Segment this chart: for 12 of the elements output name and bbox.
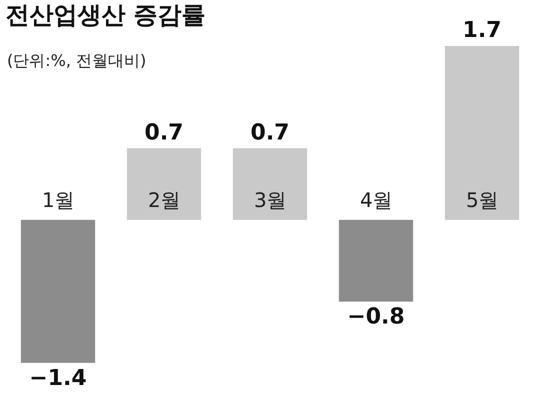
x-tick-label: 2월 <box>148 188 181 212</box>
x-tick-label: 1월 <box>42 188 75 212</box>
x-tick-label: 5월 <box>466 188 499 212</box>
data-label: −0.8 <box>347 304 405 330</box>
data-label: 0.7 <box>250 120 290 146</box>
data-label: −1.4 <box>29 366 87 391</box>
chart-subtitle: (단위:%, 전월대비) <box>7 51 146 70</box>
data-label: 1.7 <box>462 18 502 44</box>
data-label: 0.7 <box>144 120 184 146</box>
x-tick-label: 4월 <box>360 188 393 212</box>
x-tick-label: 3월 <box>254 188 287 212</box>
chart-title: 전산업생산 증감률 <box>5 0 206 29</box>
